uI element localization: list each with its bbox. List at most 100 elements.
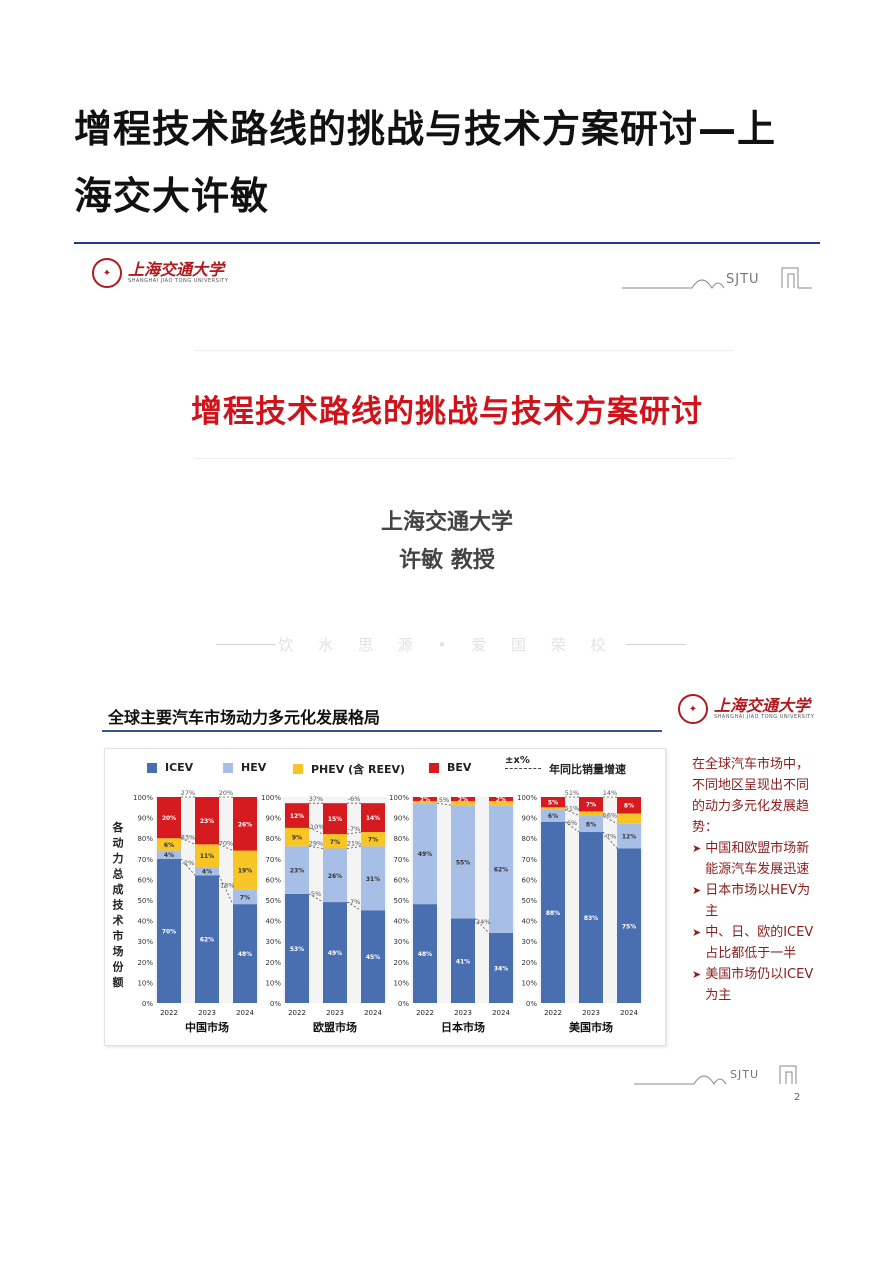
- y-axis-label-char: 成: [113, 882, 124, 896]
- hev-data-label: 49%: [418, 851, 432, 858]
- x-tick-label: 2024: [236, 1009, 254, 1017]
- hev-data-label: 23%: [290, 868, 304, 875]
- side-notes: 在全球汽车市场中，不同地区呈现出不同的动力多元化发展趋势： ➤ 中国和欧盟市场新…: [692, 754, 820, 1006]
- logo-chinese-name: 上海交通大学: [128, 260, 225, 280]
- hev-data-label: 8%: [586, 821, 596, 828]
- yoy-label: -2%: [182, 859, 195, 867]
- market-label: 美国市场: [569, 1020, 613, 1034]
- legend-yoy-label: 年同比销量增速: [549, 763, 626, 776]
- bev-bar-segment: [579, 797, 603, 812]
- bev-bar-segment: [489, 797, 513, 802]
- slide-title: 全球主要汽车市场动力多元化发展格局: [108, 708, 381, 727]
- hev-bar-segment: [617, 823, 641, 849]
- phev-bar-segment: [617, 813, 641, 824]
- yoy-label: -24%: [474, 918, 491, 926]
- chart-panel: ICEV HEV PHEV (含 REEV) BEV ±x% 年同比销量增速 各…: [104, 748, 666, 1046]
- slide-title: 增程技术路线的挑战与技术方案研讨: [191, 394, 703, 430]
- hev-data-label: 6%: [548, 813, 558, 820]
- y-tick-label: 60%: [521, 876, 537, 884]
- phev-data-label: 7%: [368, 837, 378, 844]
- x-tick-label: 2024: [492, 1009, 510, 1017]
- icev-data-label: 62%: [200, 937, 214, 944]
- bev-bar-segment: [413, 797, 437, 802]
- y-tick-label: 50%: [137, 897, 153, 905]
- y-axis-label-char: 额: [113, 975, 124, 989]
- y-tick-label: 90%: [393, 815, 409, 823]
- market-label: 日本市场: [441, 1020, 485, 1034]
- hev-bar-segment: [451, 805, 475, 919]
- icev-bar-segment: [323, 902, 347, 1003]
- yoy-arrow: [308, 827, 324, 835]
- yoy-label: 37%: [309, 795, 323, 803]
- motto-left-rule: [216, 644, 276, 645]
- icev-bar-segment: [285, 893, 309, 1003]
- hev-bar-segment: [413, 803, 437, 905]
- y-tick-label: 0%: [142, 1000, 153, 1008]
- y-tick-label: 90%: [521, 815, 537, 823]
- logo-chinese-name: 上海交通大学: [714, 696, 811, 716]
- sjtu-mark: SJTU: [726, 272, 760, 287]
- y-axis-label-char: 技: [113, 898, 125, 912]
- legend-hev: HEV: [223, 761, 266, 774]
- y-tick-label: 60%: [265, 876, 281, 884]
- bev-swatch: [429, 762, 439, 773]
- y-tick-label: 30%: [393, 938, 409, 946]
- hev-data-label: 55%: [456, 859, 470, 866]
- y-tick-label: 30%: [137, 938, 153, 946]
- yoy-label: 56%: [603, 812, 617, 820]
- phev-bar-segment: [323, 834, 347, 849]
- y-tick-label: 40%: [521, 918, 537, 926]
- yoy-label: -7%: [604, 832, 617, 840]
- phev-bar-segment: [579, 811, 603, 816]
- y-tick-label: 30%: [521, 938, 537, 946]
- yoy-label: 21%: [347, 839, 361, 847]
- hev-data-label: 7%: [240, 894, 250, 901]
- bev-data-label: 20%: [162, 815, 176, 822]
- bev-data-label: 2%: [420, 797, 430, 804]
- yoy-arrow: [180, 837, 196, 845]
- y-tick-label: 0%: [398, 1000, 409, 1008]
- market-slide: 全球主要汽车市场动力多元化发展格局 ✦ 上海交通大学 SHANGHAI JIAO…: [74, 688, 820, 1104]
- side-point: ➤ 中、日、欧的ICEV占比都低于一半: [692, 922, 820, 964]
- bev-data-label: 12%: [290, 813, 304, 820]
- side-point-text: 日本市场以HEV为主: [705, 883, 811, 919]
- y-tick-label: 60%: [393, 876, 409, 884]
- yoy-label: -7%: [348, 825, 361, 833]
- legend-yoy: ±x%: [505, 755, 541, 769]
- y-tick-label: 10%: [265, 979, 281, 987]
- yoy-arrow: [218, 844, 234, 851]
- legend-icev: ICEV: [147, 761, 193, 774]
- yoy-label: 5%: [311, 890, 321, 898]
- motto-right-rule: [626, 644, 686, 645]
- yoy-label: 27%: [181, 789, 195, 797]
- y-tick-label: 50%: [265, 897, 281, 905]
- y-axis-label-char: 市: [113, 929, 124, 943]
- bev-data-label: 7%: [586, 802, 596, 809]
- y-tick-label: 100%: [389, 794, 409, 802]
- icev-bar-segment: [489, 932, 513, 1003]
- y-tick-label: 70%: [393, 856, 409, 864]
- sjtu-skyline-icon: [634, 1065, 797, 1085]
- yoy-arrow: [602, 815, 618, 825]
- icev-data-label: 45%: [366, 954, 380, 961]
- article-title: 增程技术路线的挑战与技术方案研讨—上海交大许敏: [74, 107, 777, 218]
- y-axis-label-char: 术: [112, 913, 124, 927]
- phev-data-label: 7%: [330, 839, 340, 846]
- hev-bar-segment: [195, 867, 219, 876]
- y-axis-label-char: 动: [113, 836, 124, 850]
- hev-bar-segment: [233, 889, 257, 905]
- icev-data-label: 48%: [238, 951, 252, 958]
- y-tick-label: 70%: [265, 856, 281, 864]
- legend-phev-label: PHEV (含 REEV): [311, 763, 406, 776]
- bev-data-label: 23%: [200, 818, 214, 825]
- x-tick-label: 2024: [364, 1009, 382, 1017]
- bottom-decoration: [194, 458, 734, 459]
- hev-data-label: 12%: [622, 834, 636, 841]
- icev-bar-segment: [541, 821, 565, 1003]
- icev-bar-segment: [195, 875, 219, 1003]
- phev-bar-segment: [489, 801, 513, 806]
- x-tick-label: 2023: [326, 1009, 344, 1017]
- bev-bar-segment: [323, 803, 347, 835]
- bullet-arrow-icon: ➤: [692, 842, 702, 855]
